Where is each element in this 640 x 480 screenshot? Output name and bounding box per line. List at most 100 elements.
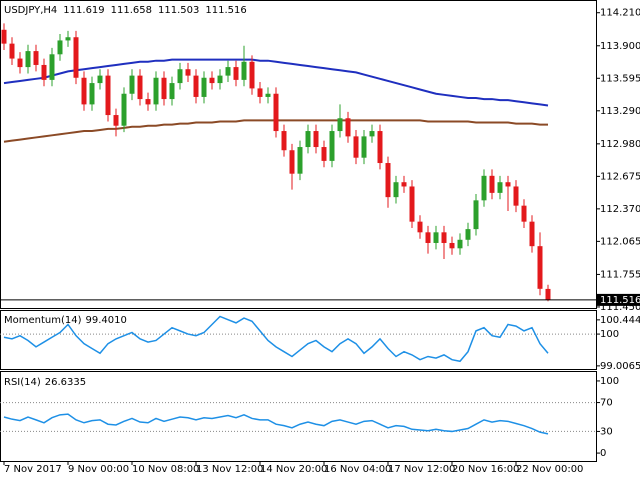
candle-body [193,75,199,97]
candle-body [1,29,7,44]
chart-title: USDJPY,H4 111.619 111.658 111.503 111.516 [4,5,247,16]
candle-body [393,182,399,198]
y-tick-label: 0 [600,448,606,459]
candle-body [497,182,503,193]
candle-body [169,83,175,100]
candle-body [409,186,415,222]
indicator-name: Momentum(14) [4,315,82,326]
x-tick-label: 14 Nov 20:00 [260,464,327,475]
candle-body [129,75,135,94]
candle-body [545,288,551,300]
candle-body [33,51,39,65]
candle-body [49,54,55,80]
indicator-line [3,413,549,435]
candle-body [17,58,23,68]
candle-body [329,131,335,161]
candle-body [521,205,527,222]
candle-body [57,40,63,55]
current-price-box [597,293,640,306]
y-tick-label: 112.980 [600,139,640,150]
y-tick-label: 113.595 [600,73,640,84]
candle-body [353,136,359,158]
candle-body [337,118,343,132]
candle-body [113,115,119,126]
candle-body [457,239,463,249]
candle-body [417,221,423,233]
candle-body [233,67,239,80]
candle-body [25,51,31,68]
candle-body [105,75,111,116]
candle-body [529,221,535,247]
candle-body [313,131,319,148]
candle-body [425,232,431,243]
x-tick-label: 16 Nov 04:00 [324,464,391,475]
y-tick-label: 111.755 [600,269,640,280]
candle-body [81,77,87,105]
indicator-value: 99.4010 [86,315,127,326]
y-tick-label: 70 [600,398,613,409]
candle-body [345,118,351,137]
candle-body [401,182,407,187]
candle-body [473,200,479,230]
candle-body [465,229,471,240]
candle-body [41,64,47,80]
moving-average [3,58,549,107]
rsi-panel [0,371,597,462]
title-close: 111.516 [205,5,246,16]
y-tick-label: 112.370 [600,204,640,215]
y-tick-label: 111.450 [600,302,640,313]
candle-body [377,131,383,164]
candle-body [489,175,495,193]
candle-body [249,61,255,89]
y-tick-label: 100 [600,329,619,340]
candle-body [153,77,159,105]
y-tick-label: 114.210 [600,8,640,19]
x-tick-label: 7 Nov 2017 [4,464,62,475]
y-tick-label: 112.675 [600,171,640,182]
candle-body [185,69,191,76]
indicator-name: RSI(14) [4,377,41,388]
candle-body [433,232,439,243]
indicator-label: RSI(14) 26.6335 [4,377,86,388]
y-tick-label: 100.4444 [600,315,640,326]
candle-body [369,131,375,137]
candle-body [145,99,151,105]
title-open: 111.619 [63,5,104,16]
x-tick-label: 17 Nov 12:00 [388,464,455,475]
candle-body [161,77,167,100]
candle-body [385,163,391,198]
indicator-label: Momentum(14) 99.4010 [4,315,127,326]
candle-body [297,147,303,174]
x-tick-label: 22 Nov 00:00 [516,464,583,475]
y-tick-label: 112.065 [600,236,640,247]
candle-body [201,77,207,97]
candle-body [305,131,311,148]
indicator-value: 26.6335 [45,377,86,388]
x-tick-label: 9 Nov 00:00 [68,464,129,475]
candle-body [513,186,519,206]
candle-body [289,150,295,174]
current-price-label: 111.516 [600,295,640,306]
x-tick-label: 20 Nov 16:00 [452,464,519,475]
y-tick-label: 100 [600,376,619,387]
candle-body [265,93,271,97]
y-tick-label: 30 [600,426,613,437]
candle-body [481,175,487,201]
candle-body [281,131,287,151]
candle-body [225,67,231,76]
x-tick-label: 13 Nov 12:00 [196,464,263,475]
candle-body [137,75,143,100]
candle-body [73,37,79,78]
candle-body [441,232,447,243]
candle-body [121,93,127,126]
x-tick-label: 10 Nov 08:00 [132,464,199,475]
candle-body [177,69,183,84]
main-panel [0,0,597,309]
candle-body [89,83,95,105]
candle-body [209,77,215,84]
indicator-line [3,315,549,363]
candle-body [537,246,543,289]
candle-body [449,242,455,249]
candle-body [65,37,71,41]
